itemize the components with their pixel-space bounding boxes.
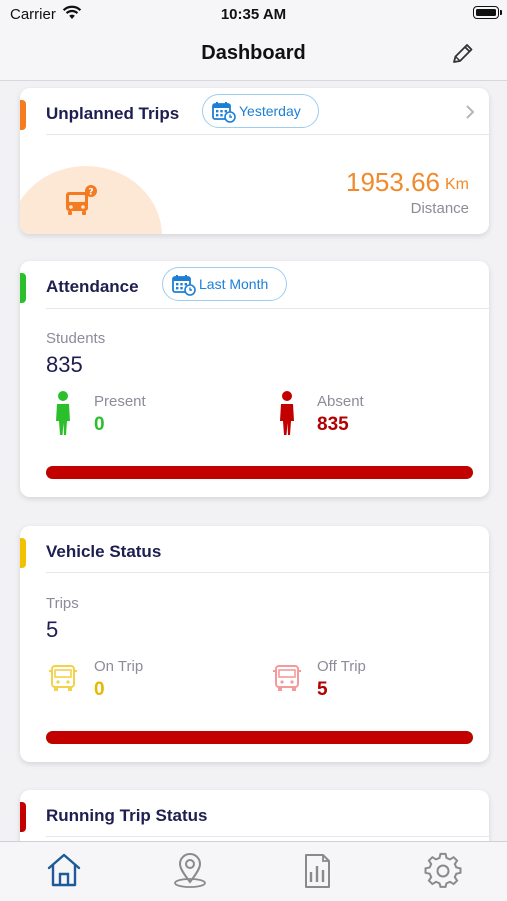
wifi-icon: [62, 5, 82, 25]
absent-person-icon: [280, 391, 294, 435]
absent-count: 835: [317, 414, 349, 435]
tab-home[interactable]: [34, 852, 94, 892]
students-count: 835: [46, 352, 83, 377]
present-person-icon: [56, 391, 70, 435]
date-filter-button[interactable]: Yesterday: [202, 94, 319, 128]
bus-on-trip-icon: [49, 665, 77, 691]
svg-text:?: ?: [88, 188, 93, 198]
card-title: Vehicle Status: [46, 542, 162, 561]
edit-button[interactable]: [448, 40, 478, 68]
attendance-progress-bar: [46, 466, 473, 479]
carrier-label: Carrier: [10, 6, 56, 23]
off-trip-count: 5: [317, 679, 328, 700]
card-title: Unplanned Trips: [46, 104, 180, 123]
distance-label: Distance: [410, 200, 469, 217]
calendar-icon: [212, 102, 236, 123]
settings-gear-icon: [424, 852, 462, 888]
chevron-right-icon[interactable]: [465, 105, 475, 119]
vehicle-progress-bar: [46, 731, 473, 744]
tab-map[interactable]: [160, 852, 220, 892]
present-count: 0: [94, 414, 105, 435]
divider: [46, 308, 489, 309]
battery-icon: [473, 6, 502, 19]
card-accent: [20, 802, 26, 832]
page-title: Dashboard: [201, 42, 306, 64]
distance-value: 1953.66: [346, 167, 440, 197]
status-bar: Carrier 10:35 AM: [0, 0, 507, 28]
on-trip-label: On Trip: [94, 658, 144, 675]
students-label: Students: [46, 330, 106, 347]
tab-bar: [0, 841, 507, 901]
card-accent: [20, 273, 26, 303]
card-accent: [20, 100, 26, 130]
date-filter-label: Yesterday: [239, 103, 301, 119]
bus-alert-icon: ?: [66, 185, 97, 215]
card-accent: [20, 538, 26, 568]
absent-label: Absent: [317, 393, 364, 410]
divider: [46, 134, 489, 135]
present-label: Present: [94, 393, 146, 410]
bus-off-trip-icon: [273, 665, 301, 691]
absent-fill: [46, 466, 473, 479]
divider: [46, 572, 489, 573]
tab-settings[interactable]: [413, 852, 473, 892]
clock-time: 10:35 AM: [220, 6, 287, 23]
trips-count: 5: [46, 617, 59, 642]
card-title: Running Trip Status: [46, 806, 208, 825]
off-trip-fill: [46, 731, 473, 744]
unplanned-trips-card[interactable]: Unplanned Trips Yesterday ? 1953.66 Km D…: [20, 88, 489, 234]
date-filter-label: Last Month: [199, 276, 269, 292]
date-filter-button[interactable]: Last Month: [162, 267, 287, 301]
card-title: Attendance: [46, 277, 139, 296]
tab-reports[interactable]: [287, 852, 347, 892]
off-trip-label: Off Trip: [317, 658, 366, 675]
home-icon: [47, 853, 81, 887]
divider: [46, 836, 489, 837]
calendar-icon: [172, 275, 196, 296]
attendance-card[interactable]: Attendance Last Month Students 835 Prese…: [20, 261, 489, 497]
on-trip-count: 0: [94, 679, 105, 700]
report-icon: [305, 854, 330, 888]
trips-label: Trips: [46, 595, 79, 612]
navigation-bar: Dashboard: [0, 28, 507, 81]
location-pin-icon: [174, 853, 206, 888]
pencil-icon: [453, 44, 473, 63]
distance-unit: Km: [445, 176, 469, 193]
vehicle-status-card[interactable]: Vehicle Status Trips 5 On Trip 0 Off Tri…: [20, 526, 489, 762]
